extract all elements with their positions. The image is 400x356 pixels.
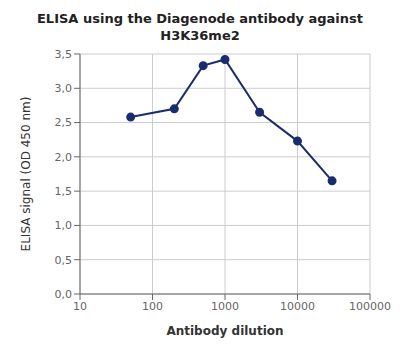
svg-text:Antibody dilution: Antibody dilution [166, 324, 283, 338]
svg-text:2,0: 2,0 [55, 151, 73, 164]
html-text:ELISA using the Diagenode anti: ELISA using the Diagenode antibody again… [37, 11, 363, 26]
html-text:H3K36me2: H3K36me2 [160, 28, 240, 43]
svg-text:10000: 10000 [280, 300, 315, 313]
svg-text:3,0: 3,0 [55, 82, 73, 95]
svg-text:0,5: 0,5 [55, 254, 73, 267]
svg-text:1,5: 1,5 [55, 185, 73, 198]
svg-text:1,0: 1,0 [55, 219, 73, 232]
svg-text:100: 100 [142, 300, 163, 313]
svg-text:ELISA signal (OD 450 nm): ELISA signal (OD 450 nm) [19, 97, 33, 252]
svg-text:1000: 1000 [211, 300, 239, 313]
svg-text:10: 10 [73, 300, 87, 313]
svg-text:2,5: 2,5 [55, 116, 73, 129]
svg-text:0,0: 0,0 [55, 288, 73, 301]
svg-text:100000: 100000 [349, 300, 391, 313]
svg-text:3,5: 3,5 [55, 48, 73, 61]
